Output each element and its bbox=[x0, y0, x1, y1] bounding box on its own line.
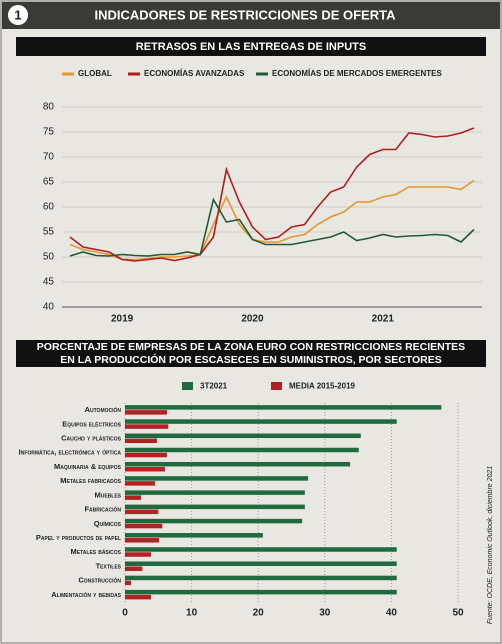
y-tick-label: Metales fabricados bbox=[60, 476, 121, 485]
x-tick-label: 10 bbox=[186, 608, 198, 619]
x-tick-label: 20 bbox=[253, 608, 265, 619]
legend-label: ECONOMÍAS DE MERCADOS EMERGENTES bbox=[272, 69, 442, 78]
header-title: INDICADORES DE RESTRICCIONES DE OFERTA bbox=[95, 7, 397, 22]
x-tick-label: 2021 bbox=[372, 314, 395, 325]
y-tick-label: 60 bbox=[43, 202, 55, 213]
line-series bbox=[69, 179, 475, 261]
bar bbox=[125, 566, 143, 571]
x-tick-label: 30 bbox=[319, 608, 331, 619]
bar bbox=[125, 461, 351, 467]
bar bbox=[125, 509, 159, 515]
bar bbox=[125, 561, 397, 566]
bar bbox=[125, 433, 361, 439]
chart-title: PORCENTAJE DE EMPRESAS DE LA ZONA EURO C… bbox=[37, 341, 465, 353]
y-tick-label: Automoción bbox=[85, 405, 122, 414]
y-tick-label: Equipos eléctricos bbox=[62, 419, 121, 428]
bar bbox=[125, 438, 157, 444]
y-tick-label: Papel y productos de papel bbox=[36, 533, 121, 542]
legend-label: 3T2021 bbox=[200, 382, 228, 391]
y-tick-label: 40 bbox=[43, 302, 55, 313]
bar bbox=[125, 594, 151, 600]
y-tick-label: 55 bbox=[43, 227, 55, 238]
line-series bbox=[69, 127, 475, 262]
legend-label: MEDIA 2015-2019 bbox=[289, 382, 356, 391]
x-tick-label: 2020 bbox=[241, 314, 264, 325]
title-bar bbox=[16, 340, 486, 367]
bar bbox=[125, 504, 305, 510]
bar bbox=[125, 452, 167, 458]
bar bbox=[125, 552, 151, 557]
legend-swatch bbox=[182, 382, 193, 390]
y-tick-label: Metales básicos bbox=[71, 547, 122, 556]
bar bbox=[125, 538, 159, 543]
bar bbox=[125, 447, 359, 453]
bar bbox=[125, 547, 397, 552]
y-tick-label: Maquinaria & equipos bbox=[54, 462, 122, 471]
y-tick-label: Alimentación y bebidas bbox=[51, 590, 121, 599]
bar bbox=[125, 410, 167, 415]
title-bar bbox=[16, 37, 486, 56]
x-tick-label: 0 bbox=[122, 608, 128, 619]
source: Fuente: OCDE, Economic Outlook, diciembr… bbox=[487, 466, 494, 624]
header-badge bbox=[8, 5, 28, 25]
bar bbox=[125, 490, 305, 495]
y-tick-label: Químicos bbox=[94, 519, 122, 528]
y-tick-label: 65 bbox=[43, 177, 55, 188]
x-tick-label: 2019 bbox=[111, 314, 134, 325]
y-tick-label: 70 bbox=[43, 152, 55, 163]
y-tick-label: Muebles bbox=[94, 490, 121, 499]
legend-swatch bbox=[271, 382, 282, 390]
chart-title: EN LA PRODUCCIÓN POR ESCASECES EN SUMINI… bbox=[60, 353, 442, 366]
y-tick-label: 80 bbox=[43, 102, 55, 113]
bar bbox=[125, 589, 397, 595]
bar bbox=[125, 466, 165, 472]
line-series bbox=[69, 197, 475, 257]
chart-title: RETRASOS EN LAS ENTREGAS DE INPUTS bbox=[136, 41, 366, 53]
bar bbox=[125, 405, 442, 410]
bar bbox=[125, 575, 397, 581]
x-tick-label: 50 bbox=[452, 608, 464, 619]
bar bbox=[125, 481, 155, 486]
bar bbox=[125, 424, 169, 429]
header-number: 1 bbox=[14, 7, 21, 22]
bar bbox=[125, 495, 141, 500]
bar bbox=[125, 533, 263, 538]
legend-label: GLOBAL bbox=[78, 69, 112, 78]
y-tick-label: 75 bbox=[43, 127, 55, 138]
bar bbox=[125, 419, 397, 424]
header-bar bbox=[2, 2, 500, 29]
bar bbox=[125, 580, 131, 586]
y-tick-label: 45 bbox=[43, 277, 55, 288]
y-tick-label: Textiles bbox=[96, 561, 122, 570]
y-tick-label: Construcción bbox=[78, 576, 121, 585]
bar bbox=[125, 523, 163, 529]
y-tick-label: 50 bbox=[43, 252, 55, 263]
y-tick-label: Caucho y plásticos bbox=[61, 434, 122, 443]
y-tick-label: Informática, electrónica y óptica bbox=[19, 448, 122, 457]
legend-label: ECONOMÍAS AVANZADAS bbox=[144, 69, 245, 78]
y-tick-label: Fabricación bbox=[84, 505, 121, 514]
bar bbox=[125, 476, 309, 481]
x-tick-label: 40 bbox=[386, 608, 398, 619]
bar bbox=[125, 518, 303, 524]
